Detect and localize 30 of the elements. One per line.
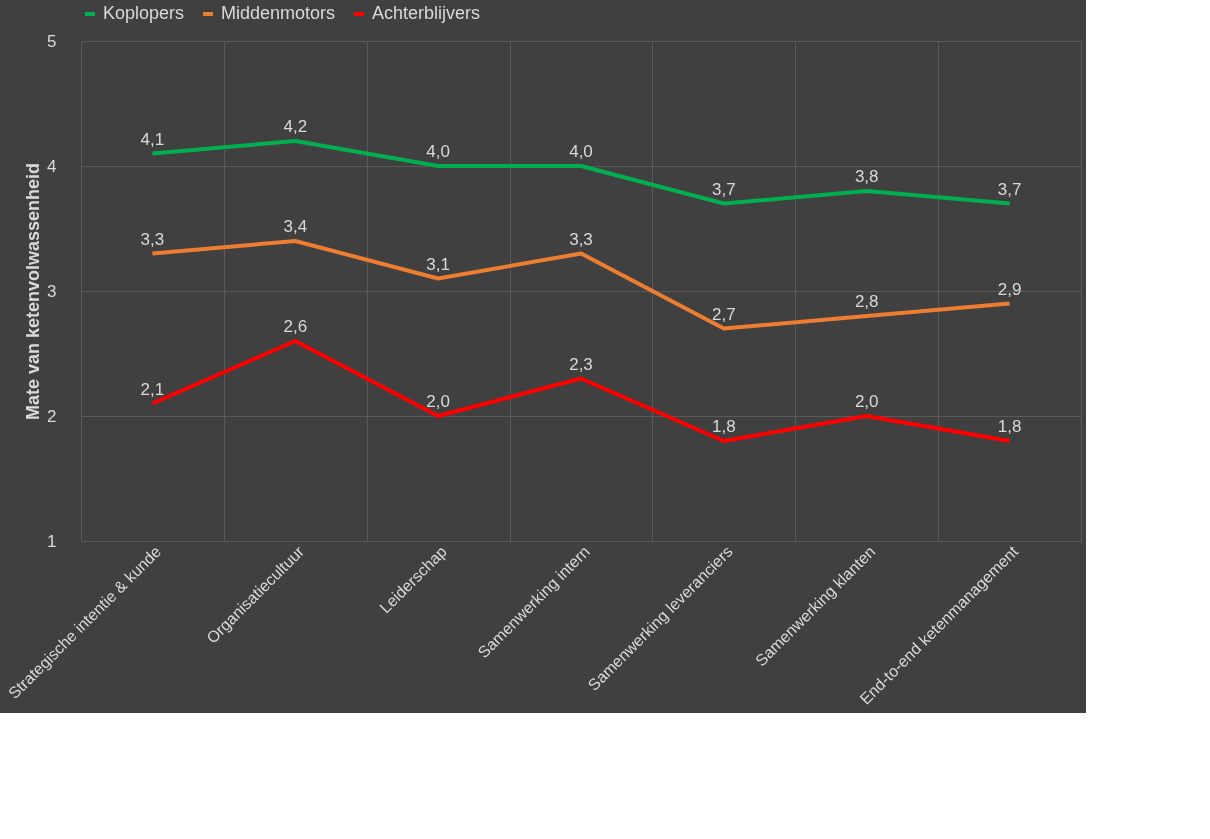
y-axis-title: Mate van ketenvolwassenheid <box>23 162 44 421</box>
data-label: 2,0 <box>854 392 879 411</box>
data-label: 2,1 <box>140 379 165 399</box>
data-label: 4,2 <box>283 117 308 136</box>
legend-label: Achterblijvers <box>372 3 481 23</box>
data-label: 3,3 <box>569 229 593 249</box>
data-label: 1,8 <box>997 417 1022 436</box>
data-label: 3,4 <box>283 217 308 236</box>
data-label: 4,0 <box>426 142 450 161</box>
data-label: 3,7 <box>712 179 736 199</box>
data-label: 2,8 <box>854 292 879 311</box>
legend-label: Middenmotors <box>221 3 336 23</box>
y-tick-label: 4 <box>47 156 57 176</box>
y-tick-label: 3 <box>47 281 57 301</box>
data-label: 3,1 <box>426 254 450 274</box>
data-label: 2,9 <box>997 279 1022 299</box>
data-label: 4,1 <box>140 129 165 149</box>
data-label: 3,3 <box>140 229 165 249</box>
y-tick-label: 1 <box>47 531 57 551</box>
data-label: 2,6 <box>283 317 308 336</box>
data-label: 1,8 <box>712 417 736 436</box>
data-label: 2,3 <box>569 354 593 374</box>
y-tick-label: 5 <box>47 31 57 51</box>
y-tick-label: 2 <box>47 406 57 426</box>
data-label: 3,8 <box>854 167 879 186</box>
data-label: 2,0 <box>426 392 450 411</box>
data-label: 4,0 <box>569 142 593 161</box>
legend-label: Koplopers <box>103 3 185 23</box>
data-label: 2,7 <box>712 304 736 324</box>
data-label: 3,7 <box>997 179 1022 199</box>
